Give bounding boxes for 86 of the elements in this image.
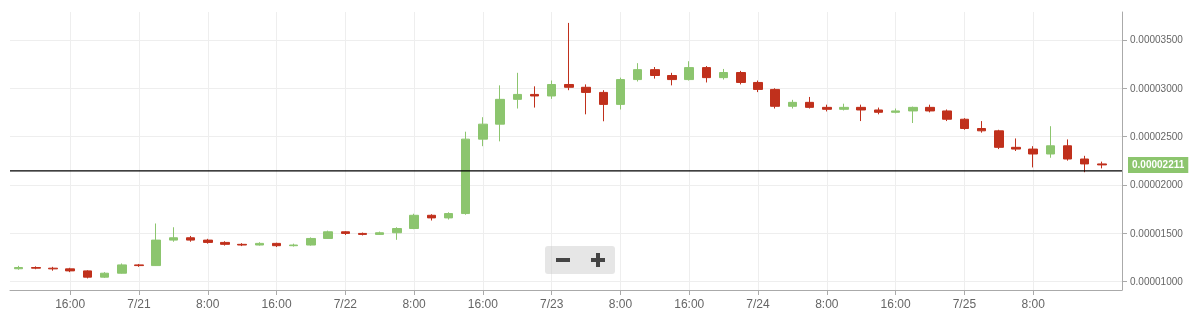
- candlestick: [822, 104, 832, 112]
- candlestick: [306, 236, 316, 247]
- y-tick-label: 0.00003000: [1130, 82, 1184, 94]
- candlestick: [1080, 155, 1089, 173]
- candlestick: [616, 77, 625, 110]
- y-tick-label: 0.00001000: [1130, 275, 1184, 287]
- x-tick-label: 8:00: [815, 297, 839, 311]
- candlestick: [874, 107, 883, 115]
- x-tick-label: 8:00: [402, 297, 427, 311]
- x-tick-label: 16:00: [55, 297, 86, 311]
- x-tick-label: 7/23: [539, 297, 564, 311]
- x-tick-label: 16:00: [467, 297, 499, 311]
- candlestick: [702, 65, 711, 83]
- candlestick: [1097, 161, 1107, 169]
- candlestick: [220, 240, 230, 247]
- candlestick: [891, 108, 900, 114]
- candlestick: [564, 22, 574, 91]
- candlestick: [461, 131, 470, 216]
- x-tick-label: 16:00: [674, 297, 705, 311]
- candlestick: [272, 242, 281, 248]
- candlestick: [753, 80, 763, 93]
- text: 0.00002211: [1132, 159, 1185, 171]
- x-tick-label: 8:00: [196, 297, 220, 311]
- candlestick: [375, 231, 384, 236]
- candlestick: [392, 226, 402, 241]
- x-tick-label: 16:00: [880, 297, 911, 311]
- candlestick: [633, 62, 642, 82]
- candlestick: [186, 235, 195, 243]
- candlestick: [31, 265, 41, 270]
- candlestick: [1011, 137, 1021, 152]
- x-tick-label: 8:00: [1021, 297, 1046, 311]
- candlestick: [169, 226, 178, 243]
- candlestick: [495, 84, 505, 142]
- candlestick: [530, 85, 539, 109]
- candlestick: [1028, 145, 1038, 168]
- x-tick-label: 8:00: [608, 297, 633, 311]
- candlestick: [599, 89, 608, 122]
- candlestick: [237, 242, 247, 247]
- candlestick: [908, 106, 918, 124]
- candlestick: [805, 96, 814, 110]
- candlestick: [547, 80, 556, 100]
- candlestick: [478, 116, 488, 147]
- candlestick: [358, 232, 367, 236]
- candlestick: [100, 271, 109, 279]
- candlestick: [513, 72, 522, 110]
- x-tick-label: 7/25: [952, 297, 977, 311]
- candlestick: [409, 213, 419, 230]
- candlestick: [151, 222, 161, 267]
- candlestick: [1063, 138, 1072, 162]
- candlestick: [994, 129, 1004, 150]
- candlestick: [289, 243, 298, 248]
- candlestick: [960, 117, 969, 131]
- candlestick: [719, 68, 728, 81]
- candlestick: [977, 120, 986, 134]
- candlestick: [427, 213, 436, 221]
- candlestick: [48, 266, 58, 272]
- candlestick: [839, 103, 849, 111]
- y-tick-label: 0.00001500: [1130, 227, 1184, 239]
- candlestick: [444, 211, 453, 221]
- candlestick: [788, 99, 797, 110]
- candlestick: [925, 104, 935, 113]
- candlestick: [684, 60, 694, 82]
- candlestick: [667, 72, 677, 86]
- y-tick-label: 0.00002000: [1130, 179, 1184, 191]
- candlestick: [581, 83, 591, 115]
- candlestick: [1046, 125, 1055, 159]
- candlestick: [770, 87, 780, 110]
- x-tick-label: 7/21: [127, 297, 151, 311]
- candlestick: [341, 230, 350, 236]
- x-tick-label: 7/24: [746, 297, 771, 311]
- x-tick-label: 16:00: [261, 297, 292, 311]
- candlestick: [117, 262, 127, 275]
- candlestick: [65, 267, 75, 273]
- x-tick-label: 7/22: [333, 297, 358, 311]
- candlestick: [856, 104, 866, 122]
- candlestick: [736, 70, 746, 85]
- candlestick: [323, 230, 333, 240]
- y-tick-label: 0.00002500: [1130, 131, 1184, 143]
- candlestick: [83, 269, 92, 279]
- candlestick: [203, 238, 213, 245]
- candlestick: [14, 265, 23, 271]
- candlestick: [134, 263, 144, 268]
- candlestick: [255, 241, 264, 247]
- y-tick-label: 0.00003500: [1130, 34, 1184, 46]
- candlestick: [942, 108, 952, 122]
- candlestick: [650, 66, 660, 80]
